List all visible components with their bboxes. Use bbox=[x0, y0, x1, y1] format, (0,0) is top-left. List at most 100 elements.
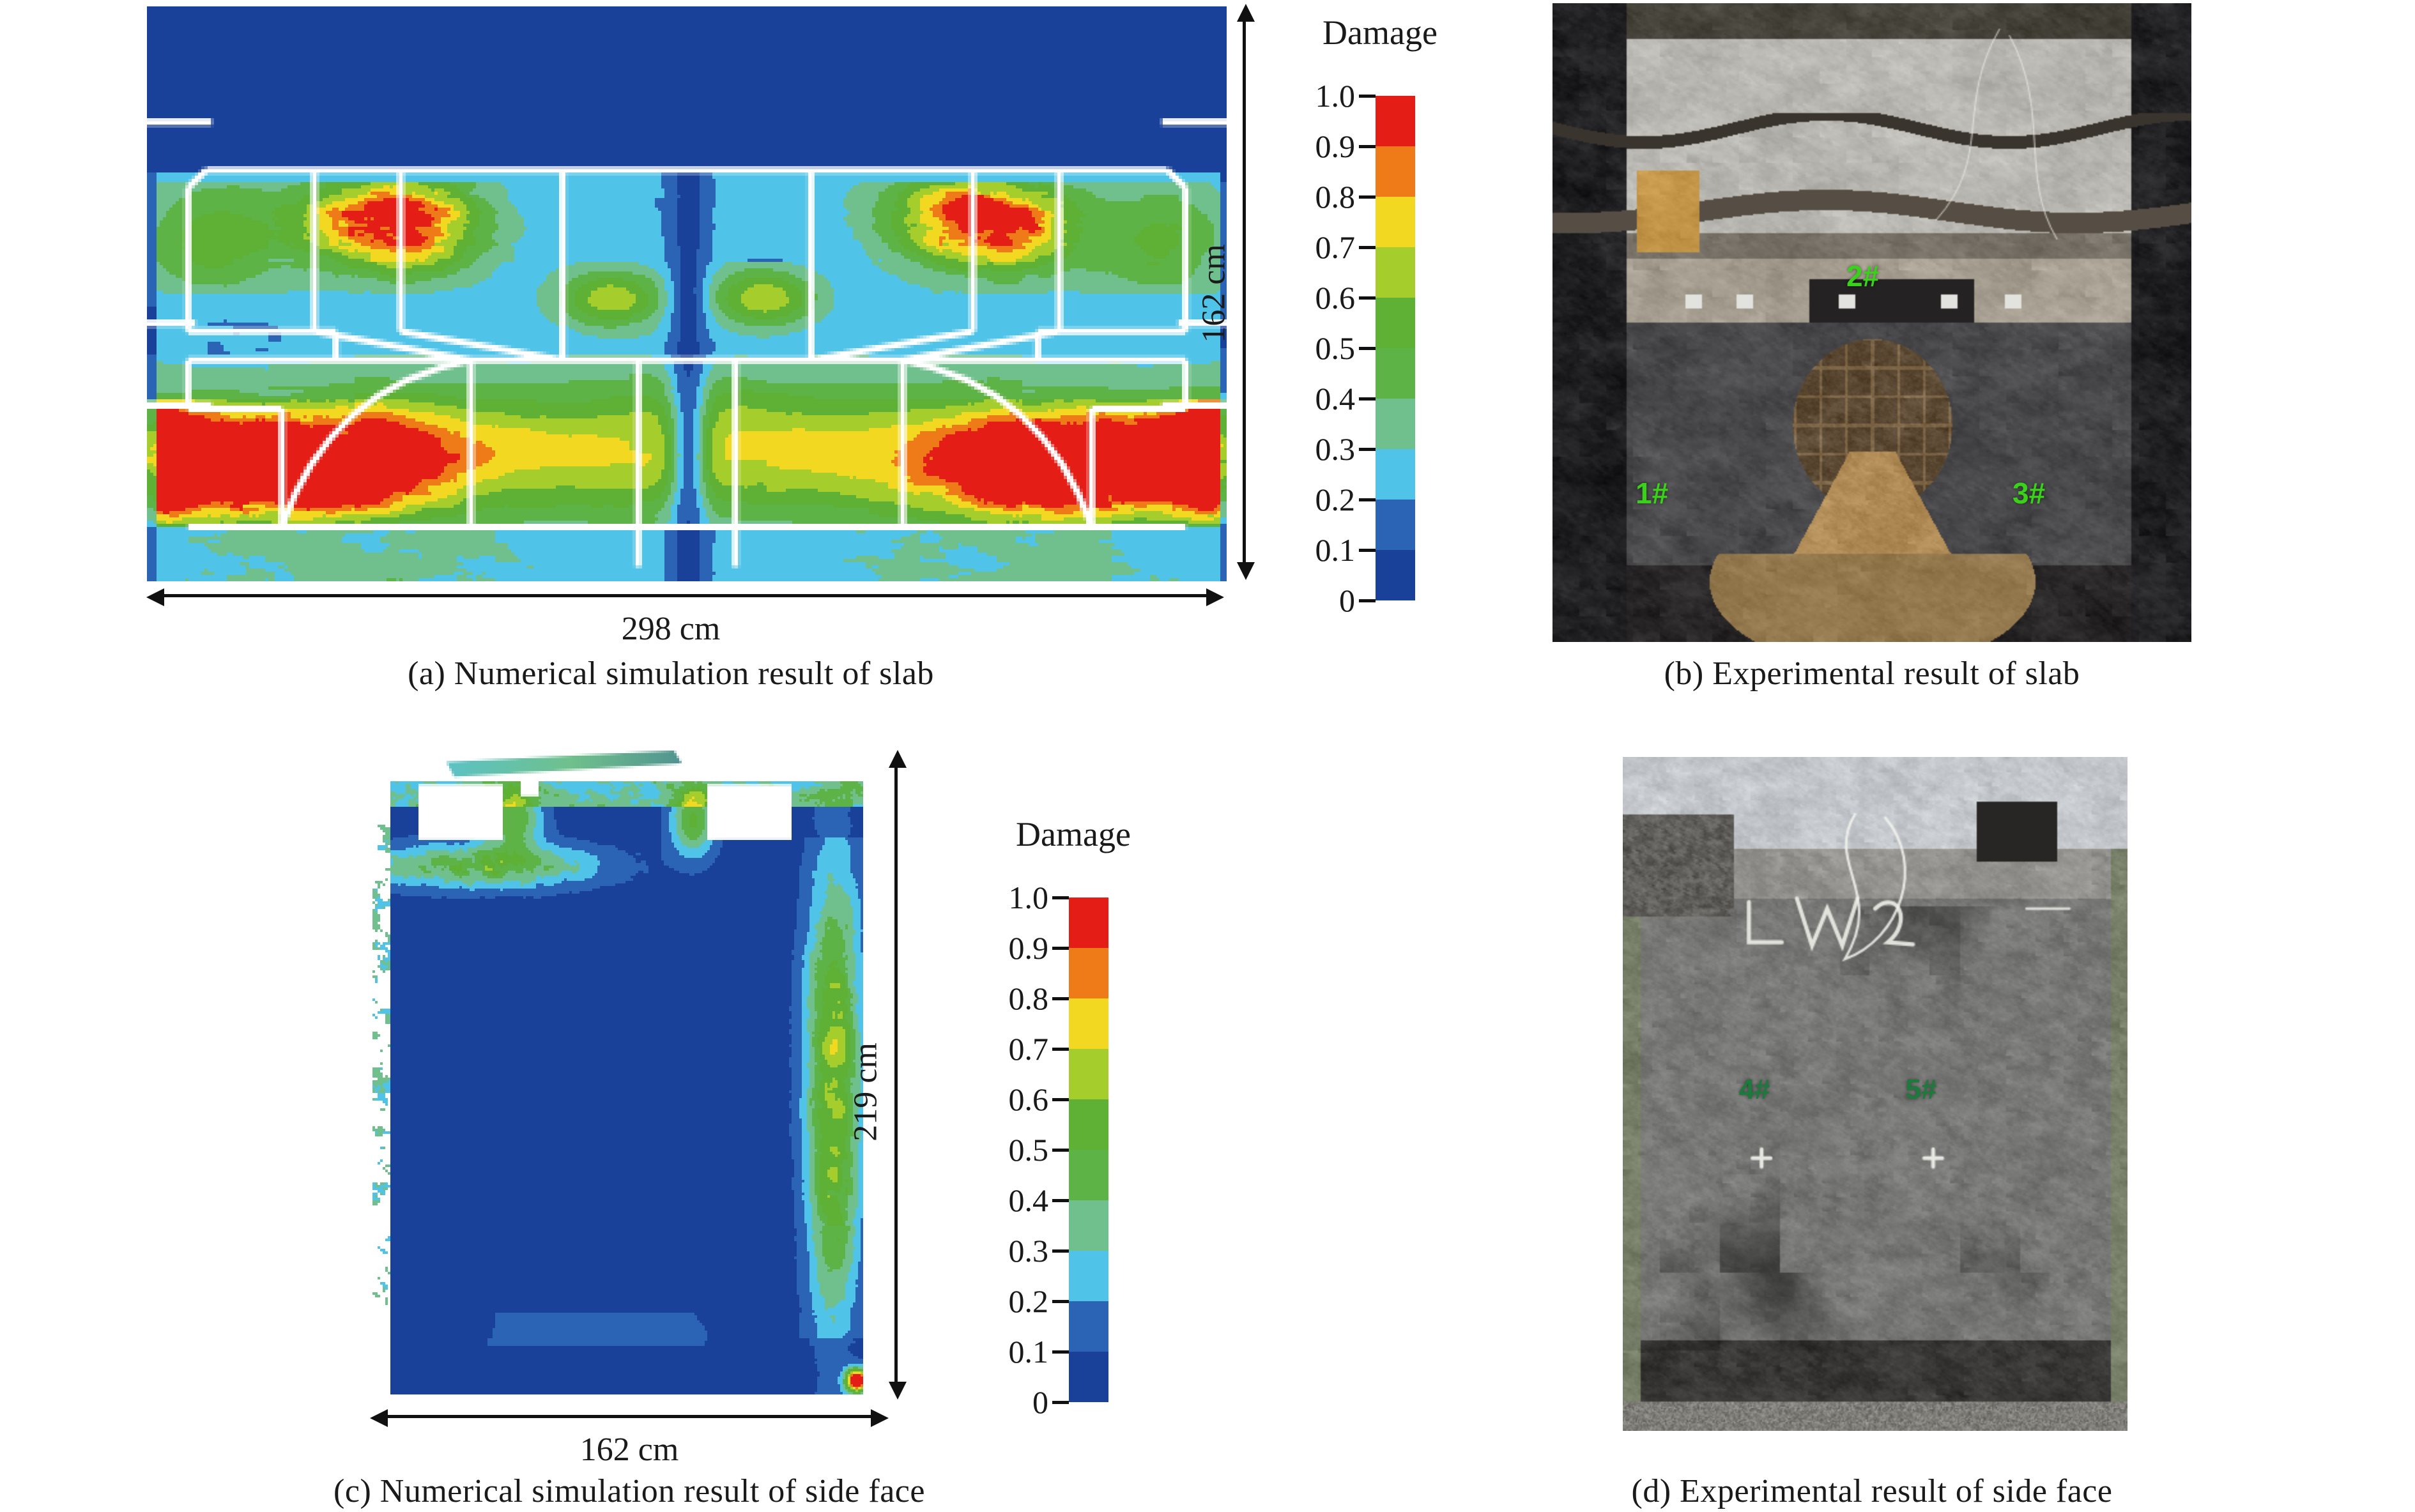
colorbar-tick-0.5: 0.5 bbox=[1008, 1131, 1069, 1168]
colorbar-tick-0.7: 0.7 bbox=[1315, 229, 1376, 266]
colorbar-tick-label: 0.3 bbox=[1315, 431, 1356, 467]
colorbar-tick-label: 1.0 bbox=[1315, 78, 1356, 114]
colorbar-tick-label: 0.3 bbox=[1008, 1233, 1049, 1269]
colorbar-tick-0.3: 0.3 bbox=[1008, 1232, 1069, 1269]
colorbar-band-3 bbox=[1069, 1049, 1108, 1099]
colorbar-band-1 bbox=[1376, 146, 1415, 197]
colorbar-title: Damage bbox=[1322, 13, 1438, 52]
colorbar-tick-0.4: 0.4 bbox=[1008, 1182, 1069, 1219]
colorbar-tick-dash bbox=[1359, 346, 1376, 350]
colorbar-tick-label: 1.0 bbox=[1008, 880, 1049, 915]
colorbar-tick-0.7: 0.7 bbox=[1008, 1030, 1069, 1067]
colorbar-band-9 bbox=[1376, 550, 1415, 600]
colorbar-tick-dash bbox=[1052, 1047, 1069, 1051]
colorbar-tick-dash bbox=[1052, 997, 1069, 1000]
colorbar-title-2: Damage bbox=[1016, 815, 1131, 853]
colorbar-band-4 bbox=[1069, 1099, 1108, 1150]
colorbar-tick-label: 0.8 bbox=[1315, 179, 1356, 215]
dimension-label-c-height: 219 cm bbox=[847, 1042, 884, 1142]
colorbar-tick-label: 0.1 bbox=[1008, 1334, 1049, 1370]
colorbar-tick-label: 0.4 bbox=[1008, 1182, 1049, 1218]
colorbar-tick-dash bbox=[1052, 1198, 1069, 1202]
colorbar-side-face: Damage 1.0 0.9 0.8 0.7 0.6 0.5 0.4 0.3 0.2 0.1 0 bbox=[971, 814, 1176, 1420]
colorbar-band-5 bbox=[1376, 348, 1415, 399]
colorbar-band-2 bbox=[1069, 998, 1108, 1049]
colorbar-tick-0: 0 bbox=[1339, 582, 1376, 619]
colorbar-tick-label: 0.7 bbox=[1008, 1031, 1049, 1067]
colorbar-gradient bbox=[1376, 96, 1415, 600]
colorbar-band-8 bbox=[1376, 500, 1415, 550]
panel-d-photograph: 4# 5# bbox=[1623, 757, 2128, 1431]
colorbar-tick-dash bbox=[1359, 144, 1376, 148]
colorbar-tick-label: 0.4 bbox=[1315, 381, 1356, 416]
colorbar-tick-dash bbox=[1052, 1400, 1069, 1404]
colorbar-tick-label: 0.5 bbox=[1008, 1132, 1049, 1168]
colorbar-tick-0.9: 0.9 bbox=[1315, 128, 1376, 165]
colorbar-tick-0.9: 0.9 bbox=[1008, 929, 1069, 966]
colorbar-tick-label: 0.9 bbox=[1315, 128, 1356, 164]
dimension-label-a-height: 162 cm bbox=[1195, 244, 1232, 343]
colorbar-tick-dash bbox=[1359, 447, 1376, 451]
dimension-label-a-width: 298 cm bbox=[621, 611, 721, 647]
colorbar-tick-0.1: 0.1 bbox=[1008, 1333, 1069, 1370]
photo-marker-5: 5# bbox=[1905, 1073, 1937, 1105]
colorbar-tick-0.2: 0.2 bbox=[1315, 481, 1376, 518]
colorbar-tick-label: 0 bbox=[1339, 583, 1355, 618]
colorbar-tick-label: 0 bbox=[1032, 1384, 1048, 1420]
colorbar-tick-dash bbox=[1052, 1097, 1069, 1101]
colorbar-tick-dash bbox=[1052, 896, 1069, 899]
colorbar-tick-label: 0.5 bbox=[1315, 330, 1356, 366]
colorbar-tick-label: 0.6 bbox=[1008, 1081, 1049, 1117]
photo-marker-2: 2# bbox=[1846, 259, 1880, 293]
colorbar-tick-0.6: 0.6 bbox=[1008, 1081, 1069, 1118]
colorbar-tick-dash bbox=[1052, 1299, 1069, 1303]
colorbar-tick-label: 0.7 bbox=[1315, 229, 1356, 265]
colorbar-tick-0.1: 0.1 bbox=[1315, 531, 1376, 569]
colorbar-ticks: 1.0 0.9 0.8 0.7 0.6 0.5 0.4 0.3 0.2 0.1 0 bbox=[1278, 78, 1376, 618]
colorbar-tick-dash bbox=[1052, 946, 1069, 950]
panel-c-contour bbox=[367, 751, 878, 1402]
colorbar-tick-dash bbox=[1052, 1249, 1069, 1253]
photo-marker-3: 3# bbox=[2012, 477, 2046, 510]
panel-b-photograph: 2# 1# 3# bbox=[1552, 3, 2191, 642]
colorbar-tick-0.2: 0.2 bbox=[1008, 1283, 1069, 1320]
colorbar-tick-label: 0.6 bbox=[1315, 280, 1356, 316]
colorbar-slab: Damage 1.0 0.9 0.8 0.7 0.6 0.5 0.4 0.3 0.2 0.1 0 bbox=[1278, 13, 1482, 618]
colorbar-tick-1.0: 1.0 bbox=[1008, 879, 1069, 916]
colorbar-band-5 bbox=[1069, 1150, 1108, 1200]
colorbar-tick-dash bbox=[1052, 1148, 1069, 1152]
colorbar-tick-0.6: 0.6 bbox=[1315, 279, 1376, 316]
dimension-arrow-a-width bbox=[146, 588, 1224, 606]
contour-canvas-slab bbox=[147, 6, 1227, 581]
colorbar-band-2 bbox=[1376, 197, 1415, 247]
panel-a-contour bbox=[147, 6, 1227, 581]
caption-panel-a: (a) Numerical simulation result of slab bbox=[408, 655, 934, 692]
colorbar-tick-0.5: 0.5 bbox=[1315, 330, 1376, 367]
colorbar-band-4 bbox=[1376, 298, 1415, 348]
colorbar-tick-1.0: 1.0 bbox=[1315, 77, 1376, 114]
contour-canvas-side-face bbox=[367, 751, 878, 1402]
colorbar-tick-dash bbox=[1359, 245, 1376, 249]
colorbar-tick-dash bbox=[1359, 599, 1376, 602]
dimension-arrow-a-height bbox=[1237, 4, 1255, 580]
colorbar-band-0 bbox=[1376, 96, 1415, 146]
colorbar-band-3 bbox=[1376, 247, 1415, 298]
colorbar-tick-dash bbox=[1359, 296, 1376, 300]
colorbar-tick-label: 0.9 bbox=[1008, 930, 1049, 966]
colorbar-tick-0.8: 0.8 bbox=[1008, 980, 1069, 1017]
colorbar-tick-0.3: 0.3 bbox=[1315, 431, 1376, 468]
colorbar-band-7 bbox=[1376, 449, 1415, 500]
caption-panel-b: (b) Experimental result of slab bbox=[1664, 655, 2080, 692]
dimension-arrow-c-height bbox=[889, 750, 907, 1400]
colorbar-tick-label: 0.8 bbox=[1008, 981, 1049, 1016]
colorbar-tick-label: 0.2 bbox=[1008, 1283, 1049, 1319]
colorbar-tick-0.4: 0.4 bbox=[1315, 380, 1376, 417]
colorbar-tick-0: 0 bbox=[1032, 1384, 1069, 1421]
colorbar-band-0 bbox=[1069, 897, 1108, 948]
photo-marker-1: 1# bbox=[1636, 477, 1669, 510]
photo-marker-4: 4# bbox=[1738, 1073, 1770, 1105]
colorbar-band-8 bbox=[1069, 1301, 1108, 1352]
dimension-label-c-width: 162 cm bbox=[579, 1432, 679, 1468]
colorbar-band-9 bbox=[1069, 1352, 1108, 1402]
colorbar-tick-0.8: 0.8 bbox=[1315, 178, 1376, 215]
